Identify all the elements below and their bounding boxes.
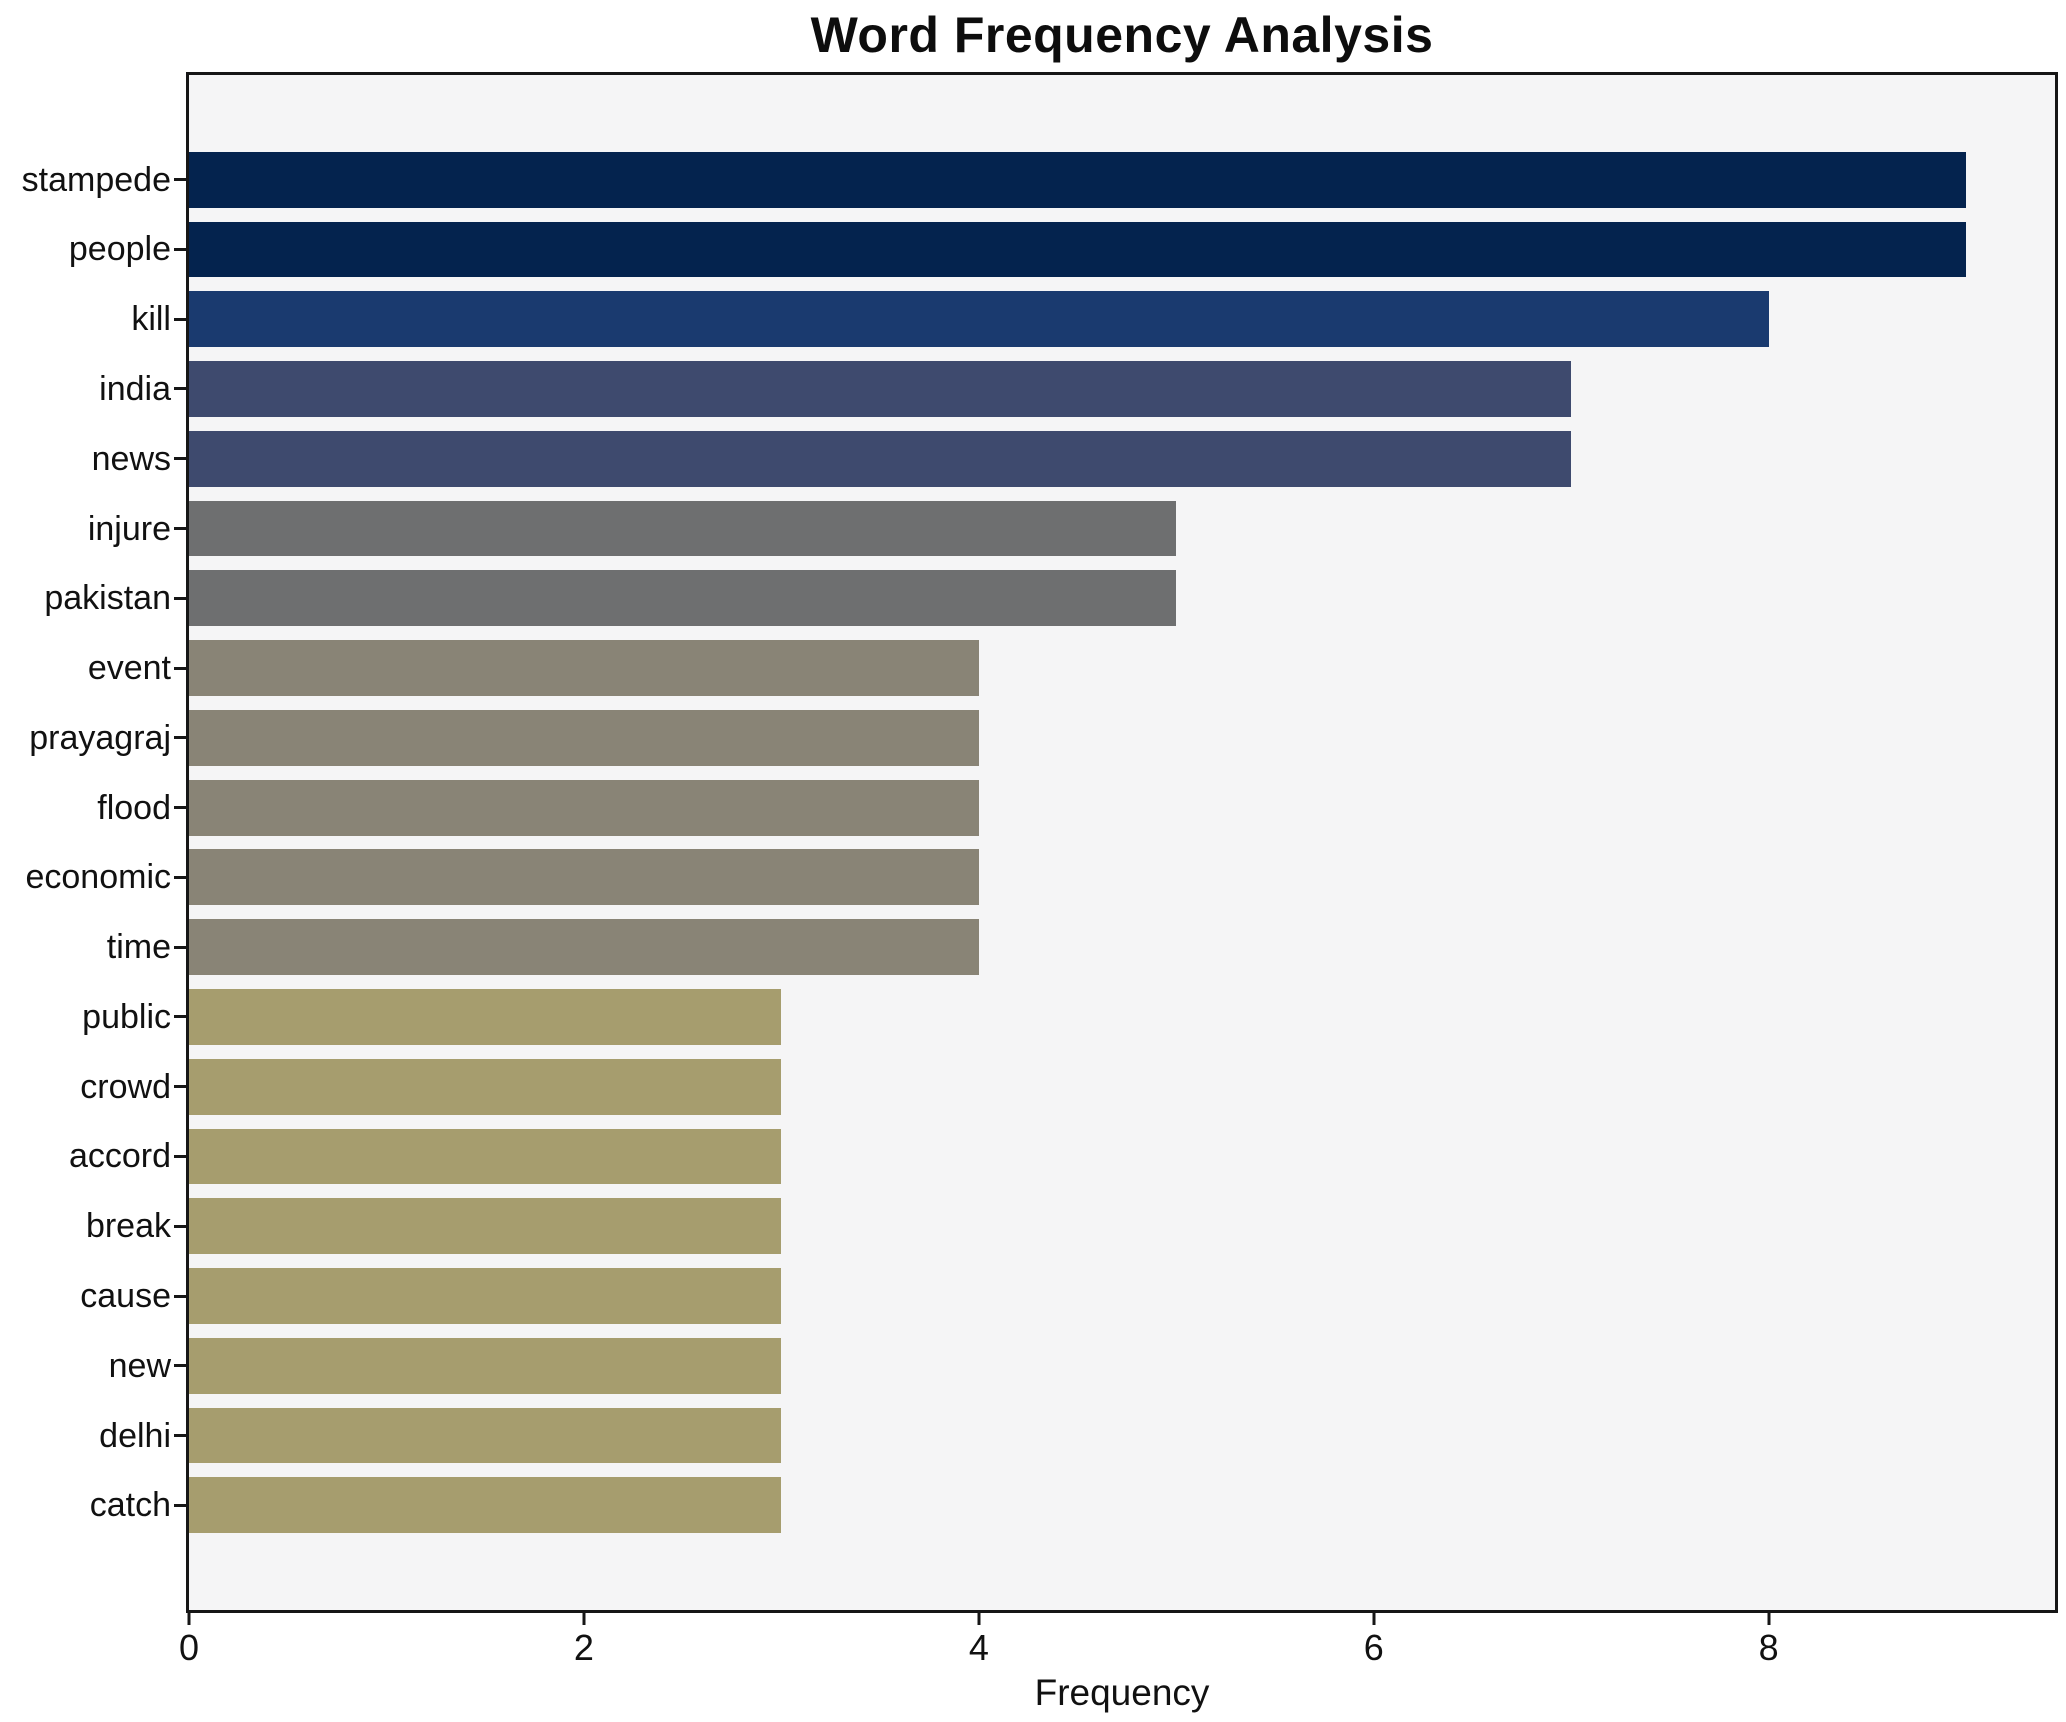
y-tick-label-injure: injure <box>87 509 171 548</box>
bar-news <box>189 430 1572 487</box>
x-tick-mark <box>187 1613 191 1625</box>
x-tick-label-6: 6 <box>1363 1627 1384 1668</box>
y-tick-label-prayagraj: prayagraj <box>29 718 171 757</box>
y-tick-mark <box>174 1154 186 1158</box>
y-tick-mark <box>174 1085 186 1089</box>
y-tick-label-kill: kill <box>131 300 171 339</box>
bar-accord <box>189 1128 782 1185</box>
bar-new <box>189 1337 782 1394</box>
x-tick-label-0: 0 <box>178 1627 200 1668</box>
bar-people <box>189 221 1967 278</box>
y-tick-label-new: new <box>108 1346 171 1385</box>
y-tick-label-india: india <box>99 369 171 408</box>
y-tick-label-stampede: stampede <box>21 160 171 199</box>
y-tick-mark <box>174 1503 186 1507</box>
y-tick-label-time: time <box>106 928 171 967</box>
bar-kill <box>189 291 1769 348</box>
y-tick-label-catch: catch <box>89 1486 171 1525</box>
x-tick-label-4: 4 <box>968 1627 989 1668</box>
bar-catch <box>189 1477 782 1534</box>
bar-time <box>189 919 979 976</box>
y-tick-mark <box>174 1364 186 1368</box>
y-tick-mark <box>174 875 186 879</box>
y-tick-label-people: people <box>68 230 171 269</box>
x-tick-label-8: 8 <box>1758 1627 1779 1668</box>
x-tick-mark <box>582 1613 586 1625</box>
y-tick-mark <box>174 1434 186 1438</box>
plot-area: stampede people kill india news injure pakista… <box>22 72 2058 1666</box>
x-tick-mark <box>1767 1613 1771 1625</box>
y-tick-mark <box>174 806 186 810</box>
bar-crowd <box>189 1058 782 1115</box>
y-tick-mark <box>174 736 186 740</box>
y-tick-label-delhi: delhi <box>99 1416 171 1455</box>
y-tick-label-pakistan: pakistan <box>44 579 171 618</box>
y-tick-mark <box>174 945 186 949</box>
y-tick-label-crowd: crowd <box>80 1067 171 1106</box>
x-axis-label: Frequency <box>1034 1672 1210 1713</box>
bar-prayagraj <box>189 709 979 766</box>
y-tick-label-accord: accord <box>68 1137 171 1176</box>
bar-break <box>189 1198 782 1255</box>
bar-flood <box>189 779 979 836</box>
y-tick-mark <box>174 596 186 600</box>
y-tick-label-cause: cause <box>80 1277 171 1316</box>
bar-event <box>189 640 979 696</box>
y-tick-label-economic: economic <box>25 858 171 897</box>
y-tick-label-news: news <box>91 439 171 478</box>
bar-public <box>189 989 782 1045</box>
y-tick-mark <box>174 1015 186 1019</box>
bar-stampede <box>189 151 1967 208</box>
y-tick-label-public: public <box>82 997 171 1036</box>
x-tick-label-2: 2 <box>573 1627 594 1668</box>
bar-pakistan <box>189 570 1177 627</box>
y-tick-label-flood: flood <box>97 788 171 827</box>
y-tick-mark <box>174 457 186 461</box>
y-tick-mark <box>174 247 186 251</box>
bar-economic <box>189 849 979 906</box>
y-tick-mark <box>174 666 186 670</box>
bar-delhi <box>189 1407 782 1464</box>
y-tick-mark <box>174 1224 186 1228</box>
y-tick-mark <box>174 387 186 391</box>
x-tick-mark <box>1372 1613 1376 1625</box>
y-tick-mark <box>174 1294 186 1298</box>
bar-india <box>189 361 1572 417</box>
chart-title: Word Frequency Analysis <box>810 7 1434 63</box>
bar-injure <box>189 500 1177 557</box>
y-tick-label-event: event <box>87 649 171 688</box>
y-tick-mark <box>174 317 186 321</box>
bar-cause <box>189 1268 782 1324</box>
y-tick-mark <box>174 527 186 531</box>
y-tick-label-break: break <box>85 1207 171 1246</box>
x-tick-mark <box>977 1613 981 1625</box>
y-tick-mark <box>174 178 186 182</box>
